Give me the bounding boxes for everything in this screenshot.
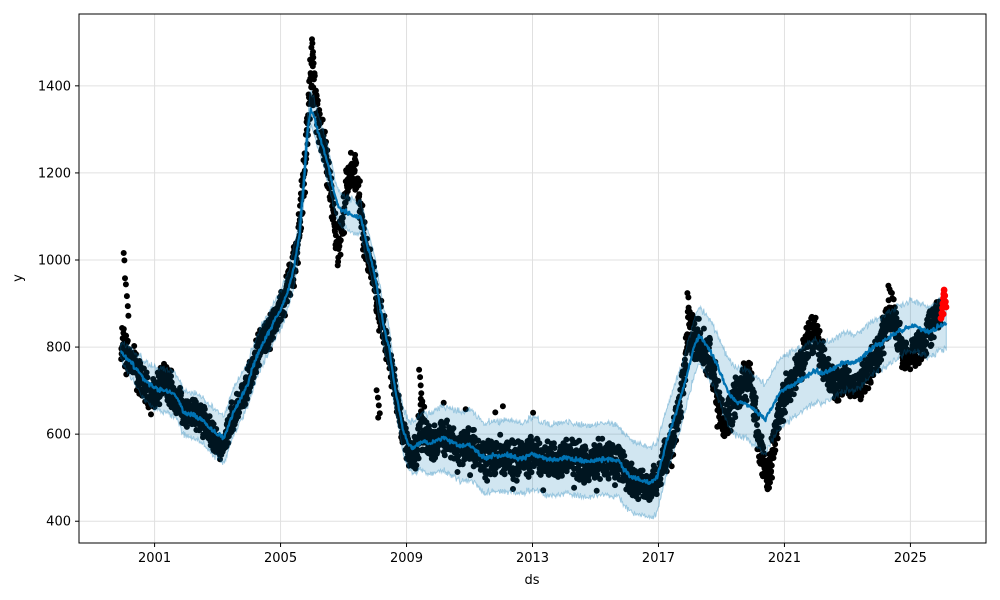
forecast-line	[119, 107, 948, 485]
y-tick-label: 1200	[38, 166, 71, 181]
y-tick-label: 600	[46, 428, 71, 443]
y-tick-label: 1400	[38, 79, 71, 94]
x-tick-label: 2021	[768, 551, 801, 566]
x-tick-label: 2005	[264, 551, 297, 566]
grid-lines	[79, 14, 986, 543]
data-layer	[118, 36, 950, 521]
y-tick-label: 400	[46, 515, 71, 530]
x-tick-label: 2025	[894, 551, 927, 566]
axis-ticks: 2001 2005 2009 2013 2017 2021 2025 400 600 800 100…	[38, 79, 927, 566]
x-tick-label: 2013	[516, 551, 549, 566]
y-tick-label: 1000	[38, 253, 71, 268]
x-axis-label: ds	[524, 573, 539, 588]
y-tick-label: 800	[46, 341, 71, 356]
x-tick-label: 2001	[138, 551, 171, 566]
uncertainty-band	[120, 89, 947, 521]
y-axis-label: y	[11, 274, 26, 282]
anomaly-points	[937, 286, 950, 322]
x-tick-label: 2009	[390, 551, 423, 566]
x-tick-label: 2017	[642, 551, 675, 566]
